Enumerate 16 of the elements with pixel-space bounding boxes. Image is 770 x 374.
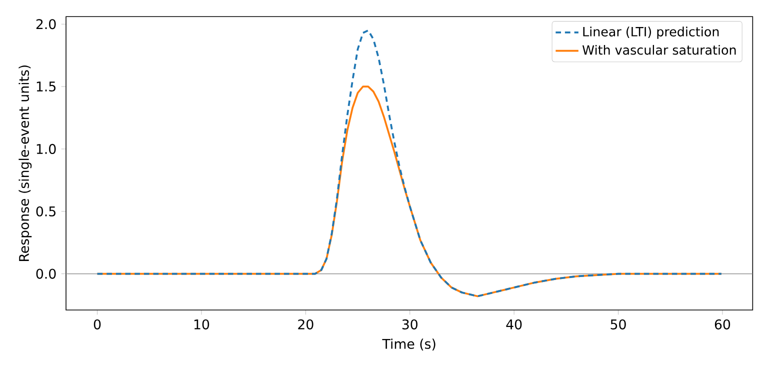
y-tick-label: 1.5: [36, 82, 56, 92]
x-tick-label: 40: [506, 319, 522, 330]
legend-label: Linear (LTI) prediction: [583, 26, 719, 39]
x-tick-label: 50: [610, 319, 626, 330]
x-axis-title: Time (s): [382, 338, 436, 350]
x-tick-label: 0: [94, 319, 101, 330]
y-tick-label: 1.0: [36, 144, 56, 154]
x-tick-label: 20: [298, 319, 314, 330]
x-tick-label: 60: [714, 319, 730, 330]
x-tick-label: 30: [402, 319, 418, 330]
y-axis-title: Response (single-event units): [18, 65, 32, 261]
y-tick-label: 2.0: [36, 19, 56, 30]
x-tick-label: 10: [194, 319, 210, 330]
y-tick-label: 0.0: [36, 268, 56, 279]
legend-label: With vascular saturation: [582, 44, 736, 55]
y-tick-label: 0.5: [36, 206, 56, 216]
